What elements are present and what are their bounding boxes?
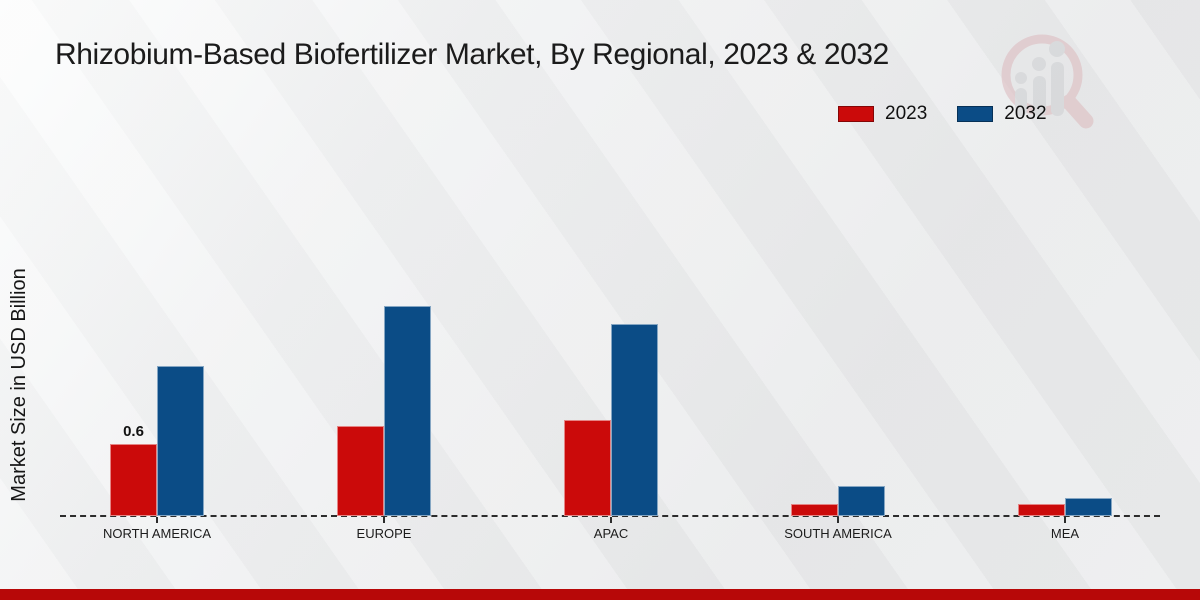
bar-2032-europe [384,306,431,516]
bar-2023-north-america [110,444,157,516]
bar-2023-south-america [791,504,838,516]
x-axis-category-label-europe: EUROPE [356,526,412,541]
x-axis-category-label-mea: MEA [1050,526,1080,541]
legend-label-2032: 2032 [1004,103,1047,124]
x-axis-tick-north-america [156,517,158,523]
x-axis-tick-south-america [837,517,839,523]
x-axis-tick-europe [383,517,385,523]
bar-2032-north-america [157,366,204,516]
legend-swatch-2023 [838,106,874,122]
legend-item-2023: 2023 [838,103,927,125]
magnifier-bar-chart-logo-icon [1001,34,1094,129]
y-axis-label: Market Size in USD Billion [8,268,30,502]
legend: 2023 2032 [838,103,1047,125]
bar-2032-south-america [838,486,885,516]
x-axis-category-label-apac: APAC [593,526,629,541]
x-axis-baseline [60,515,1160,517]
legend-swatch-2032 [957,106,994,122]
bar-value-label-north-america: 0.6 [123,423,144,440]
x-axis-category-label-south-america: SOUTH AMERICA [784,526,892,541]
legend-label-2023: 2023 [885,103,928,124]
bar-2032-apac [611,324,658,516]
bar-2023-apac [564,420,611,516]
chart-title: Rhizobium-Based Biofertilizer Market, By… [55,38,889,71]
bar-2023-mea [1018,504,1065,516]
bar-2023-europe [337,426,384,516]
x-axis-category-label-north-america: NORTH AMERICA [102,526,212,541]
legend-item-2032: 2032 [957,103,1047,125]
x-axis-tick-mea [1064,517,1066,523]
footer-strip [0,589,1200,600]
bar-2032-mea [1065,498,1112,516]
x-axis-tick-apac [610,517,612,523]
